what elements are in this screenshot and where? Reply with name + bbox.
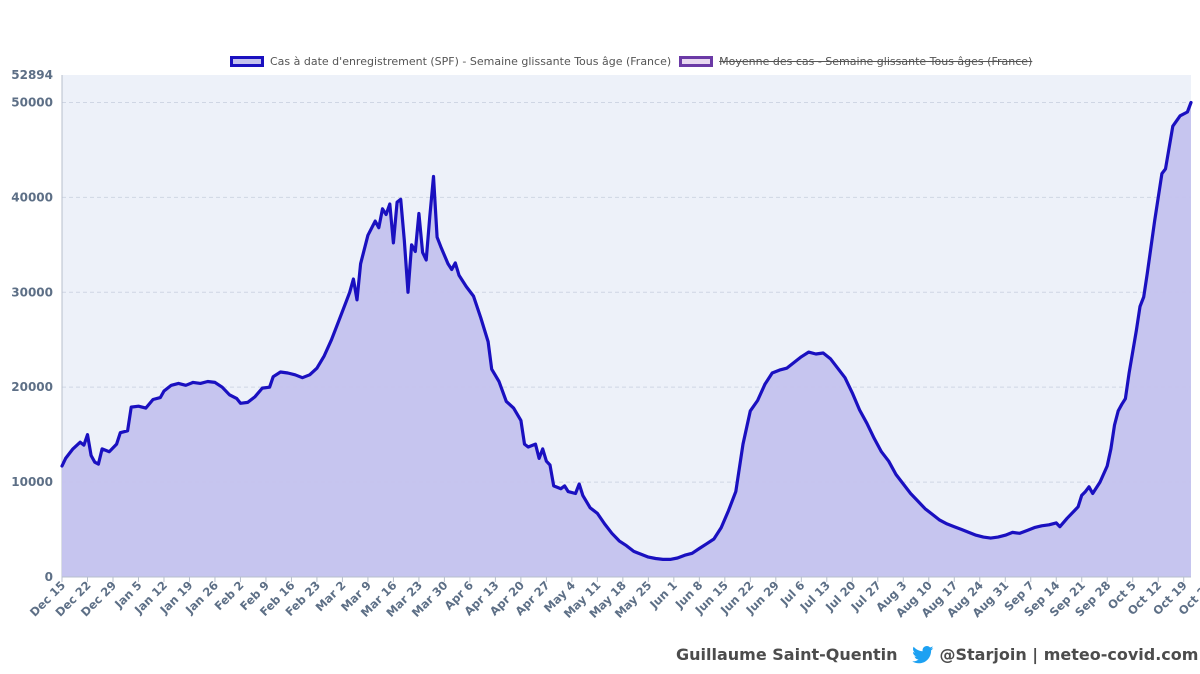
twitter-bird-icon: [911, 645, 933, 663]
y-axis: 0 10000 20000 30000 40000 50000 52894: [11, 68, 63, 584]
legend: Cas à date d'enregistrement (SPF) - Sema…: [230, 52, 1040, 70]
legend-swatch: [679, 55, 714, 67]
legend-item-cas[interactable]: Cas à date d'enregistrement (SPF) - Sema…: [230, 55, 671, 68]
series-line: [60, 100, 1193, 561]
y-tick-label: 10000: [11, 475, 53, 489]
y-tick-label: 0: [45, 570, 53, 584]
credits: Guillaume Saint-Quentin @Starjoin | mete…: [676, 645, 1198, 664]
y-tick-label: 50000: [11, 95, 53, 109]
y-tick-label: 30000: [11, 285, 53, 299]
x-tick-label: Jun 1: [646, 578, 680, 612]
credit-author: Guillaume Saint-Quentin: [676, 645, 898, 664]
y-tick-label: 20000: [11, 380, 53, 394]
credit-handle: @Starjoin | meteo-covid.com: [939, 645, 1199, 664]
series-area: [62, 102, 1191, 577]
grid: [62, 101, 1191, 483]
legend-label: Cas à date d'enregistrement (SPF) - Sema…: [270, 54, 672, 68]
y-tick-label: 40000: [11, 190, 53, 204]
legend-label: Moyenne des cas - Semaine glissante Tous…: [719, 54, 1033, 68]
series-layer: [60, 100, 1193, 577]
y-max-label: 52894: [11, 68, 53, 82]
legend-item-moyenne[interactable]: Moyenne des cas - Semaine glissante Tous…: [679, 55, 1032, 68]
legend-swatch: [230, 55, 264, 67]
